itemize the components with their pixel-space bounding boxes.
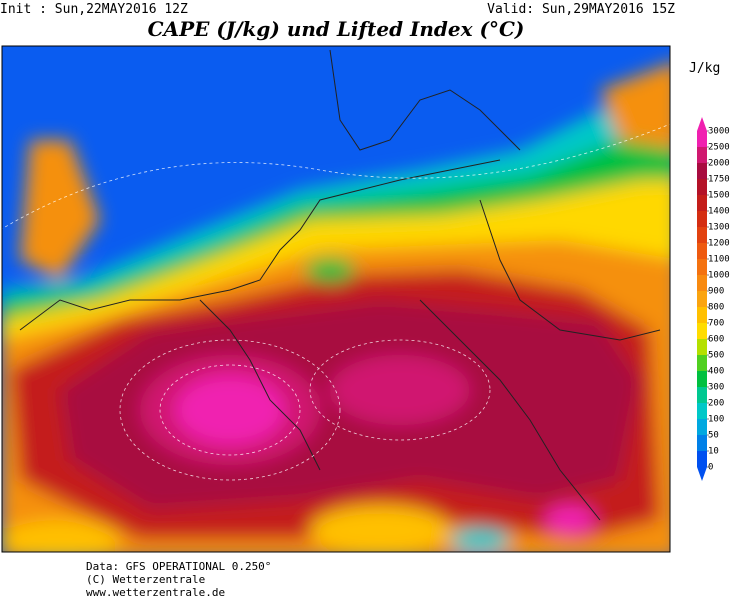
website: www.wetterzentrale.de [86,586,225,599]
colorbar-label: 3000 [708,127,730,137]
colorbar-segment [697,147,707,163]
colorbar-segment [697,227,707,243]
colorbar-segment [697,451,707,467]
colorbar-segment [697,403,707,419]
colorbar-label: 500 [708,351,724,361]
colorbar-segment [697,291,707,307]
colorbar-segment [697,435,707,451]
colorbar-segment [697,419,707,435]
colorbar-label: 50 [708,431,719,441]
colorbar-segment [697,163,707,179]
colorbar-segment [697,323,707,339]
colorbar-label: 800 [708,303,724,313]
colorbar-label: 0 [708,463,713,473]
colorbar-segment [697,387,707,403]
colorbar-label: 1000 [708,271,730,281]
colorbar-label: 1750 [708,175,730,185]
colorbar-segment [697,211,707,227]
colorbar-segment [697,179,707,195]
colorbar-label: 900 [708,287,724,297]
colorbar-segment [697,259,707,275]
map-title: CAPE (J/kg) und Lifted Index (°C) [148,17,525,41]
colorbar-unit: J/kg [689,61,720,76]
colorbar-label: 2000 [708,159,730,169]
colorbar-label: 10 [708,447,719,457]
colorbar-segment [697,243,707,259]
valid-time: Valid: Sun,29MAY2016 15Z [487,2,675,17]
colorbar-label: 400 [708,367,724,377]
colorbar-segment [697,355,707,371]
colorbar-label: 2500 [708,143,730,153]
colorbar-segment [697,131,707,147]
colorbar-segment [697,307,707,323]
colorbar-label: 200 [708,399,724,409]
colorbar-label: 1500 [708,191,730,201]
colorbar-segment [697,339,707,355]
colorbar-label: 100 [708,415,724,425]
colorbar-segment [697,275,707,291]
colorbar-label: 1100 [708,255,730,265]
init-time: Init : Sun,22MAY2016 12Z [0,2,188,17]
colorbar-top-tip [697,117,707,131]
copyright: (C) Wetterzentrale [86,573,205,586]
cape-map [2,46,670,552]
colorbar-label: 1200 [708,239,730,249]
colorbar-label: 1400 [708,207,730,217]
colorbar-label: 1300 [708,223,730,233]
data-source: Data: GFS OPERATIONAL 0.250° [86,560,271,573]
colorbar-segment [697,371,707,387]
colorbar-bottom-tip [697,467,707,481]
colorbar-segment [697,195,707,211]
colorbar-label: 600 [708,335,724,345]
colorbar-label: 300 [708,383,724,393]
colorbar: 3000250020001750150014001300120011001000… [697,117,730,481]
colorbar-label: 700 [708,319,724,329]
